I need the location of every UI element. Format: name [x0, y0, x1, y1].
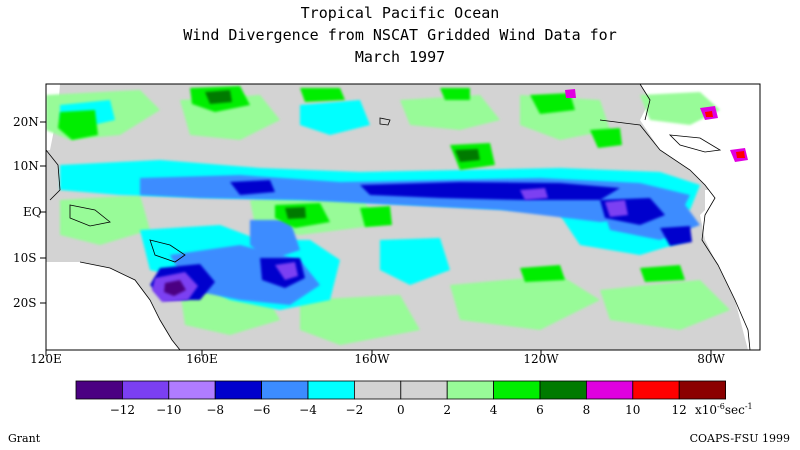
map-frame: [45, 83, 761, 351]
colorbar-label: 12: [672, 403, 687, 417]
contour-dark-green: [205, 90, 480, 219]
colorbar-label: −6: [253, 403, 271, 417]
units-suffix: sec: [725, 403, 745, 417]
footer-author: Grant: [8, 432, 41, 445]
colorbar-label: 8: [583, 403, 591, 417]
colorbar-label: 4: [490, 403, 498, 417]
units-suffix-exponent: -1: [745, 402, 753, 411]
title-block: Tropical Pacific Ocean Wind Divergence f…: [0, 2, 800, 68]
contour-high-positive: [565, 89, 748, 162]
lat-label-20s: 20S: [13, 296, 37, 310]
lon-label-160e: 160E: [186, 352, 218, 366]
colorbar-label: 6: [536, 403, 544, 417]
colorbar-units: x10-6sec-1: [695, 402, 753, 417]
colorbar-label: 2: [443, 403, 451, 417]
lon-ticks: [45, 350, 712, 356]
colorbar-labels: −12 −10 −8 −6 −4 −2 0 2 4 6 8 10 12: [110, 403, 687, 417]
footer-credit: COAPS-FSU 1999: [689, 432, 790, 445]
lon-label-120w: 120W: [523, 352, 559, 366]
coastlines: [46, 84, 751, 350]
lon-label-120e: 120E: [30, 352, 62, 366]
colorbar-label: −8: [206, 403, 224, 417]
colorbar-swatch: [168, 380, 216, 400]
lat-label-20n: 20N: [13, 115, 39, 129]
colorbar-label: −12: [110, 403, 135, 417]
lon-label-160w: 160W: [354, 352, 390, 366]
colorbar-label: 0: [397, 403, 405, 417]
colorbar-swatch: [261, 380, 309, 400]
lat-label-10s: 10S: [13, 251, 37, 265]
colorbar-swatch: [400, 380, 448, 400]
colorbar-swatch: [214, 380, 262, 400]
colorbar-swatch: [586, 380, 634, 400]
colorbar-label: −2: [346, 403, 364, 417]
colorbar-swatch: [446, 380, 495, 400]
colorbar-label: −4: [299, 403, 317, 417]
title-line-1: Tropical Pacific Ocean: [300, 4, 500, 22]
divergence-field: [46, 84, 760, 350]
lat-ticks: [40, 121, 46, 304]
colorbar-swatch: [307, 380, 355, 400]
colorbar-swatch: [632, 380, 680, 400]
colorbar-swatch: [539, 380, 587, 400]
lon-labels: 120E 160E 160W 120W 80W: [30, 352, 725, 366]
units-prefix: x10: [695, 403, 717, 417]
colorbar-swatch: [493, 380, 541, 400]
colorbar-swatch: [75, 380, 123, 400]
contour-deep-purple: [164, 280, 186, 296]
land-australia: [46, 262, 180, 350]
land-central-america: [598, 84, 760, 350]
lat-label-eq: EQ: [23, 205, 42, 219]
lon-label-80w: 80W: [697, 352, 725, 366]
units-exponent: -6: [717, 402, 725, 411]
land-south-america-gap: [705, 190, 760, 350]
title-line-2: Wind Divergence from NSCAT Gridded Wind …: [183, 26, 617, 44]
colorbar-swatch: [122, 380, 170, 400]
title-line-3: March 1997: [354, 48, 446, 66]
colorbar: [75, 380, 727, 400]
lat-labels: 20N 10N EQ 10S 20S: [13, 115, 42, 310]
colorbar-label: 10: [625, 403, 640, 417]
colorbar-swatch: [678, 380, 727, 400]
colorbar-label: −10: [156, 403, 181, 417]
lat-label-10n: 10N: [13, 159, 39, 173]
colorbar-swatch: [353, 380, 402, 400]
